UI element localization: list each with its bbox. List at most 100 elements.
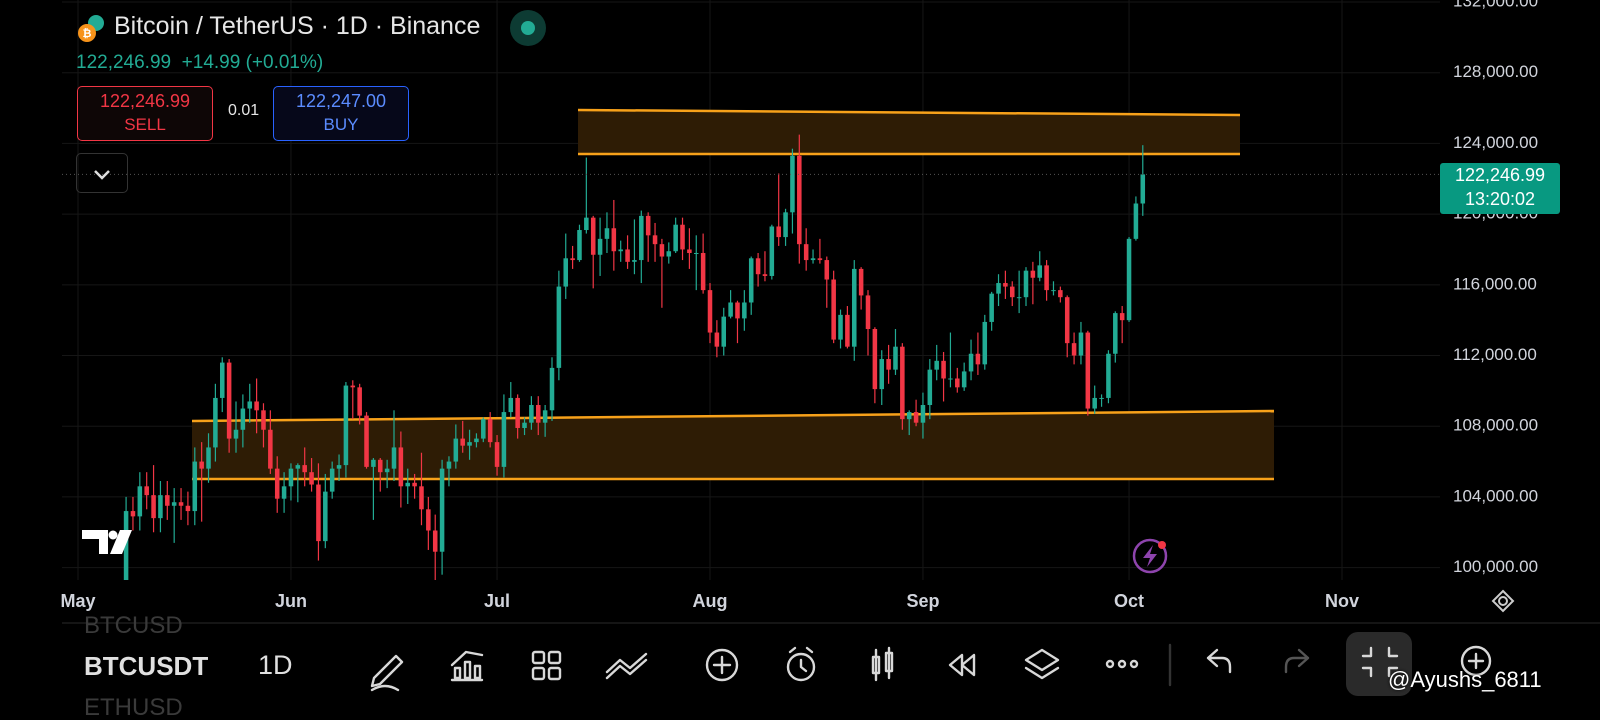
candle-body [364, 415, 369, 467]
candle-body [515, 397, 520, 428]
candle-body [144, 486, 149, 496]
sell-button[interactable]: 122,246.99 SELL [77, 86, 213, 141]
candle-body [274, 468, 280, 499]
candle-body [281, 486, 287, 499]
candle-body [130, 511, 136, 517]
candle-body [879, 359, 885, 390]
symbol-title[interactable]: Bitcoin / TetherUS · 1D · Binance [114, 12, 481, 40]
candle-body [934, 360, 939, 370]
candle-body [254, 401, 259, 411]
candle-body [714, 332, 720, 347]
axes: 100,000.00 104,000.00 108,000.00 112,000.00… [60, 0, 1538, 611]
candle-body [1037, 265, 1043, 278]
symbol-option[interactable]: BTCUSD [84, 612, 183, 639]
collapse-button[interactable] [76, 153, 128, 193]
more[interactable] [1105, 659, 1139, 669]
candle-body [1016, 297, 1022, 299]
candle-body [419, 486, 424, 510]
candle-body [618, 249, 623, 252]
candle-body [391, 447, 397, 469]
fullscreen-icon [1361, 646, 1399, 678]
candle-body [542, 410, 548, 423]
settings-icon[interactable] [1491, 589, 1515, 613]
candle-body [570, 258, 575, 261]
symbol-option[interactable]: ETHUSD [84, 694, 183, 720]
watermark: @Ayushs_6811 [1388, 667, 1542, 692]
x-tick-label: Aug [693, 591, 728, 611]
candle-body [405, 482, 411, 487]
candle-body [1009, 286, 1015, 298]
draw-tool[interactable] [370, 654, 404, 692]
compare[interactable] [605, 652, 648, 680]
candle-body [728, 302, 733, 317]
candle-body [797, 155, 802, 245]
candle-body [165, 495, 170, 506]
candle-body [906, 412, 912, 420]
candle-body [563, 258, 569, 287]
candle-body [295, 465, 301, 469]
symbol-selected[interactable]: BTCUSDT [84, 651, 209, 681]
candle-body [288, 468, 294, 487]
candle-body [1071, 343, 1077, 356]
alert[interactable] [786, 646, 816, 682]
zone-edge [191, 409, 1275, 423]
candle-body [989, 293, 994, 322]
candle-body [137, 486, 143, 517]
candle-body [659, 244, 665, 257]
resistance-zone[interactable] [578, 110, 1240, 154]
candle-body [735, 302, 740, 319]
candle-body [845, 314, 850, 347]
candle-body [900, 346, 905, 420]
x-tick-label: Jul [484, 591, 510, 611]
candle-body [1126, 238, 1132, 321]
replay[interactable] [948, 653, 976, 677]
candle-body [611, 228, 617, 252]
fullscreen[interactable] [1346, 632, 1412, 696]
btc-icon: ₿ [78, 15, 104, 42]
candle-body [948, 378, 953, 380]
chart-type[interactable] [871, 646, 894, 682]
zone-edge [577, 108, 1241, 117]
buy-button[interactable]: 122,247.00 BUY [273, 86, 409, 141]
y-tick-label: 116,000.00 [1453, 274, 1537, 293]
candle-body [398, 447, 404, 487]
candle-body [776, 226, 781, 238]
layout[interactable] [531, 650, 562, 681]
candle-body [577, 230, 582, 261]
add[interactable] [705, 648, 739, 682]
x-tick-label: Oct [1114, 591, 1144, 611]
quote: 122,246.99 +14.99 (+0.01%) [76, 52, 323, 74]
y-tick-label: 104,000.00 [1453, 486, 1538, 505]
layers[interactable] [1024, 648, 1060, 680]
candle-body [673, 224, 678, 252]
candle-body [1030, 270, 1036, 278]
undo[interactable] [1206, 648, 1232, 674]
support-zone[interactable] [192, 411, 1274, 479]
y-tick-label: 128,000.00 [1453, 62, 1538, 81]
candle-body [639, 215, 644, 261]
candle-body [316, 484, 321, 542]
candle-body [439, 468, 445, 552]
candle-body [1106, 353, 1111, 398]
zoom[interactable] [1460, 645, 1492, 677]
interval[interactable]: 1D [258, 650, 293, 680]
candle-body [872, 329, 878, 390]
candle-body [666, 251, 672, 257]
candle-body [996, 283, 1001, 294]
candle-body [467, 442, 472, 446]
candle-body [893, 346, 898, 370]
candle-body [927, 369, 933, 406]
candle-body [371, 459, 376, 467]
indicators[interactable] [450, 650, 484, 682]
market-status[interactable] [510, 10, 546, 46]
x-tick-label: Sep [906, 591, 939, 611]
candle-body [76, 629, 81, 670]
candle-body [955, 378, 960, 388]
redo[interactable] [1284, 648, 1310, 674]
candle-body [693, 252, 699, 254]
candle-body [261, 410, 266, 430]
candle-body [803, 244, 809, 261]
alert-icon[interactable] [1132, 538, 1168, 574]
